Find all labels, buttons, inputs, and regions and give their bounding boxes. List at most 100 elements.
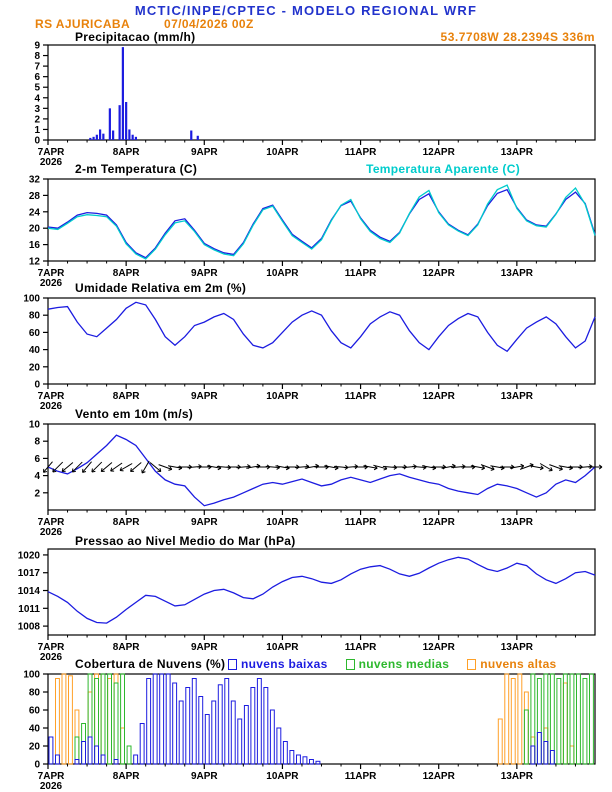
- svg-text:11APR: 11APR: [345, 771, 377, 782]
- svg-text:0: 0: [34, 380, 40, 391]
- svg-text:2026: 2026: [40, 652, 63, 663]
- precipitation-title-row: Precipitacao (mm/h) 53.7708W 28.2394S 33…: [0, 30, 612, 44]
- wind-title: Vento em 10m (m/s): [75, 407, 194, 421]
- svg-text:7: 7: [34, 62, 40, 73]
- svg-text:8APR: 8APR: [113, 642, 140, 653]
- svg-text:80: 80: [29, 688, 41, 699]
- svg-text:0: 0: [34, 136, 40, 147]
- svg-text:13APR: 13APR: [501, 642, 534, 653]
- low-clouds-swatch-icon: [228, 658, 237, 670]
- svg-text:20: 20: [29, 742, 41, 753]
- svg-text:28: 28: [29, 191, 41, 202]
- svg-text:7APR: 7APR: [38, 268, 65, 279]
- low-clouds-legend-label: nuvens baixas: [241, 657, 328, 671]
- svg-text:12APR: 12APR: [423, 268, 456, 279]
- svg-text:32: 32: [29, 175, 41, 186]
- svg-text:11APR: 11APR: [345, 642, 377, 653]
- temperature-title-row: 2-m Temperatura (C) Temperatura Aparente…: [0, 162, 612, 176]
- svg-text:4: 4: [34, 93, 40, 104]
- svg-text:2026: 2026: [40, 157, 63, 168]
- svg-text:13APR: 13APR: [501, 147, 534, 158]
- svg-text:10APR: 10APR: [266, 391, 299, 402]
- precipitation-title: Precipitacao (mm/h): [75, 30, 196, 44]
- svg-text:1020: 1020: [18, 550, 41, 561]
- svg-text:8: 8: [34, 51, 40, 62]
- svg-text:9APR: 9APR: [191, 147, 218, 158]
- svg-text:9APR: 9APR: [191, 642, 218, 653]
- svg-text:9APR: 9APR: [191, 771, 218, 782]
- humidity-title: Umidade Relativa em 2m (%): [75, 281, 247, 295]
- svg-text:9APR: 9APR: [191, 268, 218, 279]
- svg-text:24: 24: [29, 207, 41, 218]
- svg-text:13APR: 13APR: [501, 268, 534, 279]
- svg-text:8APR: 8APR: [113, 147, 140, 158]
- svg-text:16: 16: [29, 240, 41, 251]
- mid-clouds-legend-label: nuvens medias: [358, 657, 450, 671]
- page-title: MCTIC/INPE/CPTEC - MODELO REGIONAL WRF: [134, 3, 478, 18]
- station-coords: 53.7708W 28.2394S 336m: [440, 30, 595, 44]
- cloud-cover-title: Cobertura de Nuvens (%): [75, 657, 226, 671]
- svg-text:60: 60: [29, 328, 41, 339]
- svg-text:10APR: 10APR: [266, 268, 299, 279]
- svg-text:6: 6: [34, 454, 40, 465]
- svg-text:8APR: 8APR: [113, 268, 140, 279]
- svg-text:13APR: 13APR: [501, 771, 534, 782]
- svg-text:12APR: 12APR: [423, 771, 456, 782]
- svg-text:1017: 1017: [18, 568, 41, 579]
- svg-text:10: 10: [29, 420, 41, 431]
- mid-clouds-swatch-icon: [345, 658, 355, 670]
- svg-text:100: 100: [23, 670, 40, 681]
- temperature-title: 2-m Temperatura (C): [75, 162, 198, 176]
- svg-text:40: 40: [29, 724, 41, 735]
- svg-text:6: 6: [34, 72, 40, 83]
- svg-text:3: 3: [34, 104, 40, 115]
- high-clouds-swatch-icon: [467, 658, 477, 670]
- svg-text:8APR: 8APR: [113, 391, 140, 402]
- svg-text:0: 0: [34, 760, 40, 771]
- apparent-temperature-label: Temperatura Aparente (C): [366, 162, 520, 176]
- svg-text:4: 4: [34, 471, 40, 482]
- svg-text:8APR: 8APR: [113, 517, 140, 528]
- svg-text:7APR: 7APR: [38, 517, 65, 528]
- svg-text:10APR: 10APR: [266, 771, 299, 782]
- legend-item-high-clouds: nuvens altas: [467, 657, 556, 671]
- svg-text:11APR: 11APR: [345, 517, 377, 528]
- svg-text:11APR: 11APR: [345, 147, 377, 158]
- humidity-title-row: Umidade Relativa em 2m (%): [0, 281, 612, 295]
- svg-text:12APR: 12APR: [423, 391, 456, 402]
- svg-text:7APR: 7APR: [38, 147, 65, 158]
- svg-text:1008: 1008: [18, 622, 41, 633]
- header-subtitle: RS AJURICABA 07/04/2026 00Z: [35, 17, 254, 31]
- svg-text:12APR: 12APR: [423, 517, 456, 528]
- svg-text:10APR: 10APR: [266, 147, 299, 158]
- svg-text:1011: 1011: [18, 604, 40, 615]
- pressure-title: Pressao ao Nivel Medio do Mar (hPa): [75, 534, 296, 548]
- pressure-title-row: Pressao ao Nivel Medio do Mar (hPa): [0, 534, 612, 548]
- cloud-cover-title-row: Cobertura de Nuvens (%) nuvens baixas nu…: [0, 657, 612, 671]
- svg-text:8APR: 8APR: [113, 771, 140, 782]
- svg-text:40: 40: [29, 345, 41, 356]
- svg-text:80: 80: [29, 311, 41, 322]
- svg-text:20: 20: [29, 224, 41, 235]
- svg-text:9APR: 9APR: [191, 391, 218, 402]
- svg-text:9: 9: [34, 41, 40, 52]
- svg-text:7APR: 7APR: [38, 642, 65, 653]
- svg-text:2026: 2026: [40, 278, 63, 289]
- svg-text:2: 2: [34, 114, 40, 125]
- run-datetime: 07/04/2026 00Z: [164, 17, 254, 31]
- wind-title-row: Vento em 10m (m/s): [0, 407, 612, 421]
- svg-text:5: 5: [34, 83, 40, 94]
- svg-text:10APR: 10APR: [266, 642, 299, 653]
- legend-item-mid-clouds: nuvens medias: [345, 657, 450, 671]
- svg-text:7APR: 7APR: [38, 391, 65, 402]
- station-name: RS AJURICABA: [35, 17, 131, 31]
- svg-text:12APR: 12APR: [423, 147, 456, 158]
- legend-item-low-clouds: nuvens baixas: [228, 657, 328, 671]
